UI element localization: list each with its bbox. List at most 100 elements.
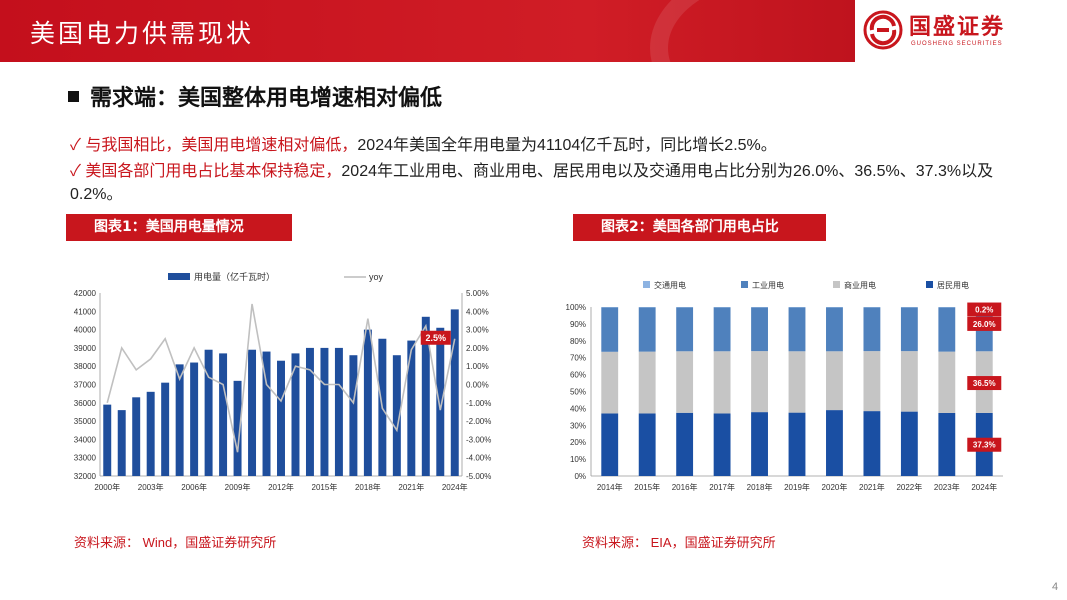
stack-segment (676, 412, 694, 476)
consumption-bar (436, 327, 445, 476)
y-right-tick-label: -5.00% (466, 472, 491, 481)
y-right-tick-label: 5.00% (466, 289, 489, 298)
share-annotation-label: 36.5% (973, 379, 996, 388)
source-note-2: 资料来源： EIA，国盛证券研究所 (582, 535, 776, 550)
share-annotation-box (967, 437, 1002, 452)
y-left-tick-label: 38000 (74, 362, 97, 371)
consumption-bar (248, 349, 257, 476)
bullet-2: ✓ 美国各部门用电占比基本保持稳定，2024年工业用电、商业用电、居民用电以及交… (70, 160, 1035, 206)
consumption-bar (132, 397, 141, 476)
legend-label: 交通用电 (654, 280, 686, 290)
stack-segment (676, 307, 694, 352)
yoy-annotation-label: 2.5% (426, 333, 447, 343)
y-left-tick-label: 36000 (74, 399, 97, 408)
y-right-tick-label: -4.00% (466, 454, 491, 463)
y-tick-label: 40% (570, 404, 586, 413)
x-tick-label: 2019年 (784, 482, 810, 492)
consumption-bar (305, 347, 314, 476)
stack-segment (713, 413, 731, 476)
stack-segment (601, 307, 619, 352)
legend-label: 工业用电 (752, 280, 784, 290)
legend-swatch (833, 281, 840, 288)
y-tick-label: 100% (566, 303, 586, 312)
section-square-icon (68, 91, 79, 102)
y-right-tick-label: 4.00% (466, 307, 489, 316)
consumption-bar (334, 347, 343, 476)
y-right-tick-label: -1.00% (466, 399, 491, 408)
check-icon: ✓ (70, 137, 81, 154)
x-tick-label: 2021年 (398, 482, 424, 492)
consumption-bar (262, 351, 271, 476)
consumption-bar (450, 309, 459, 476)
bullet-text: 2024年美国全年用电量为41104亿千瓦时，同比增长2.5%。 (357, 137, 777, 154)
y-right-tick-label: 1.00% (466, 362, 489, 371)
sector-share-chart: 交通用电 工业用电 商业用电 居民用电 0% 10% 20% 30% 40% 50% 60% 70% 8… (566, 280, 1003, 492)
y-left-tick-label: 41000 (74, 307, 97, 316)
stack-segment (751, 412, 768, 476)
chart2-label: 图表2：美国各部门用电占比 (573, 214, 826, 241)
legend-swatch (643, 281, 650, 288)
stack-segment (938, 307, 956, 352)
yoy-annotation-box (420, 330, 451, 345)
stack-segment (638, 307, 656, 352)
y-tick-label: 20% (570, 438, 586, 447)
legend-bar-swatch (168, 273, 190, 280)
bullet-1: ✓ 与我国相比，美国用电增速相对偏低，2024年美国全年用电量为41104亿千瓦… (70, 134, 1030, 157)
bullet-lead: 与我国相比，美国用电增速相对偏低， (85, 137, 358, 154)
consumption-bar (407, 340, 416, 476)
x-tick-label: 2021年 (859, 482, 885, 492)
stack-segment (826, 307, 843, 352)
stack-segment (900, 411, 918, 476)
legend-label: 居民用电 (937, 280, 969, 290)
legend-line-label: yoy (369, 272, 384, 282)
stack-segment (900, 351, 918, 412)
consumption-bar (175, 364, 184, 476)
x-tick-label: 2018年 (747, 482, 773, 492)
check-icon: ✓ (70, 163, 81, 180)
page-title: 美国电力供需现状 (30, 19, 255, 48)
stack-segment (751, 351, 768, 413)
consumption-bar (117, 410, 126, 476)
legend-label: 商业用电 (844, 280, 876, 290)
consumption-bar (392, 355, 401, 476)
y-tick-label: 30% (570, 421, 586, 430)
stack-segment (751, 307, 768, 352)
y-left-tick-label: 37000 (74, 381, 97, 390)
stack-segment (788, 412, 806, 476)
x-tick-label: 2015年 (634, 482, 660, 492)
page-number: 4 (1052, 581, 1059, 593)
share-annotation-box (967, 302, 1002, 317)
consumption-bar (291, 353, 300, 476)
legend-bar-label: 用电量（亿千瓦时） (194, 271, 275, 282)
stack-segment (638, 351, 656, 414)
y-left-tick-label: 33000 (74, 454, 97, 463)
y-left-tick-label: 42000 (74, 289, 97, 298)
consumption-bar (204, 349, 213, 476)
stack-segment (676, 351, 694, 413)
y-left-tick-label: 39000 (74, 344, 97, 353)
y-left-tick-label: 35000 (74, 417, 97, 426)
yoy-line (106, 303, 456, 453)
stack-segment (863, 351, 881, 412)
bullet-text: 2024年工业用电、商业用电、居民用电以及交通用电占比分别为26.0%、36.5… (70, 163, 994, 203)
x-tick-label: 2012年 (268, 482, 294, 492)
stack-segment (788, 307, 806, 352)
y-right-tick-label: -2.00% (466, 417, 491, 426)
x-tick-label: 2022年 (896, 482, 922, 492)
consumption-bar (277, 360, 285, 476)
stack-segment (938, 412, 956, 476)
legend-swatch (741, 281, 748, 288)
consumption-bar (161, 382, 170, 476)
x-tick-label: 2003年 (138, 482, 164, 492)
share-annotation-label: 37.3% (973, 441, 996, 450)
x-tick-label: 2006年 (181, 482, 207, 492)
guosheng-logo-icon (863, 10, 903, 50)
stack-segment (713, 307, 731, 352)
consumption-bar (190, 362, 199, 476)
x-tick-label: 2023年 (934, 482, 960, 492)
y-right-tick-label: 2.00% (466, 344, 489, 353)
stack-segment (900, 307, 918, 352)
y-left-tick-label: 40000 (74, 326, 97, 335)
stack-segment (601, 413, 619, 476)
consumption-bar (320, 347, 329, 476)
